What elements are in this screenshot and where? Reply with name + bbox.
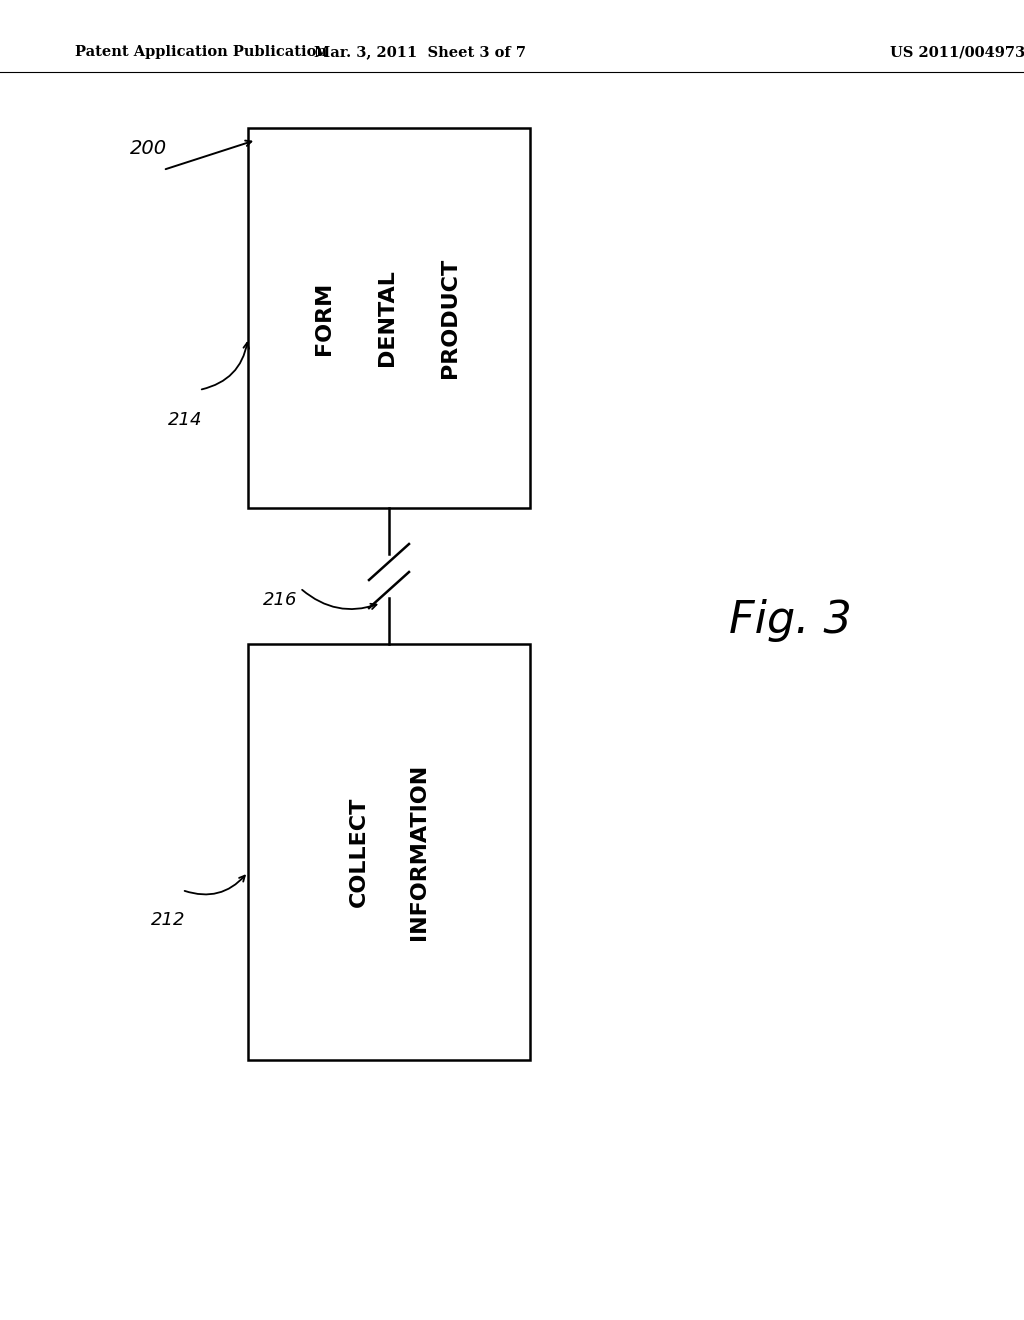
Text: 216: 216: [263, 591, 297, 609]
Text: COLLECT: COLLECT: [349, 797, 369, 907]
Text: US 2011/0049738 A1: US 2011/0049738 A1: [890, 45, 1024, 59]
Text: Fig. 3: Fig. 3: [728, 598, 851, 642]
Text: 200: 200: [129, 139, 167, 157]
Text: Patent Application Publication: Patent Application Publication: [75, 45, 327, 59]
Text: PRODUCT: PRODUCT: [440, 257, 460, 378]
Bar: [248, 644, 530, 1060]
Text: FORM: FORM: [314, 281, 334, 355]
Text: 212: 212: [151, 911, 185, 929]
Text: Mar. 3, 2011  Sheet 3 of 7: Mar. 3, 2011 Sheet 3 of 7: [314, 45, 526, 59]
Text: INFORMATION: INFORMATION: [409, 764, 429, 940]
Text: DENTAL: DENTAL: [377, 269, 397, 367]
Bar: [248, 128, 530, 508]
Text: 214: 214: [168, 411, 203, 429]
